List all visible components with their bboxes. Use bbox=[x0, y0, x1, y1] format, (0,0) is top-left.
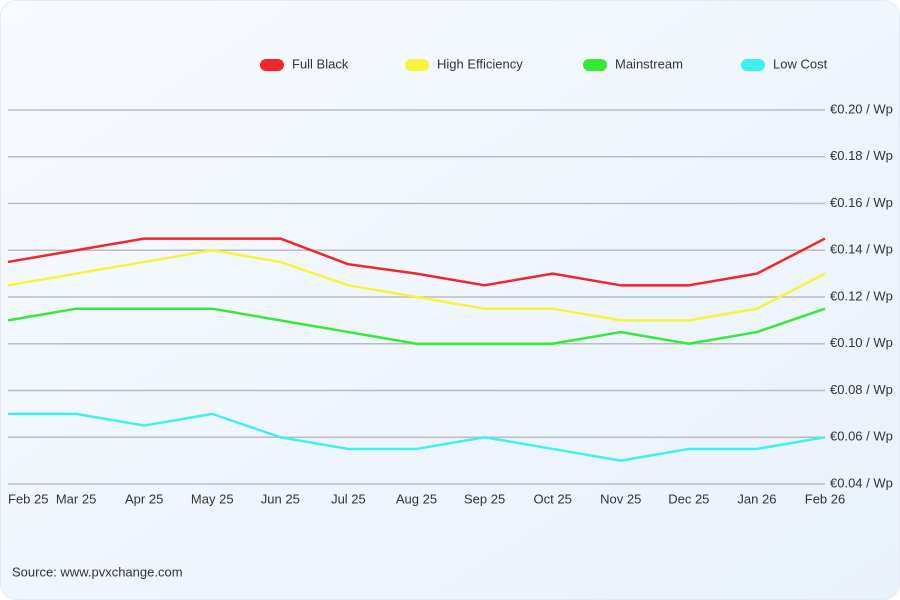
x-tick-label: May 25 bbox=[191, 491, 234, 506]
legend-swatch bbox=[741, 59, 765, 71]
x-tick-label: Jul 25 bbox=[331, 491, 366, 506]
legend-swatch bbox=[260, 59, 284, 71]
x-tick-label: Oct 25 bbox=[534, 491, 572, 506]
legend-swatch bbox=[405, 59, 429, 71]
x-tick-label: Jan 26 bbox=[737, 491, 776, 506]
y-tick-label: €0.12 / Wp bbox=[830, 288, 893, 303]
x-tick-label: Nov 25 bbox=[600, 491, 641, 506]
y-tick-label: €0.08 / Wp bbox=[830, 382, 893, 397]
legend-label: Mainstream bbox=[615, 56, 683, 71]
y-tick-label: €0.14 / Wp bbox=[830, 242, 893, 257]
series-line bbox=[8, 412, 826, 462]
x-tick-label: Aug 25 bbox=[396, 491, 437, 506]
y-tick-label: €0.06 / Wp bbox=[830, 429, 893, 444]
x-tick-label: Feb 26 bbox=[805, 491, 845, 506]
legend-swatch bbox=[583, 59, 607, 71]
y-tick-label: €0.10 / Wp bbox=[830, 335, 893, 350]
x-tick-label: Feb 25 bbox=[8, 491, 48, 506]
series-line bbox=[7, 307, 826, 345]
x-tick-label: Sep 25 bbox=[464, 491, 505, 506]
source: Source: www.pvxchange.com bbox=[12, 564, 183, 579]
y-tick-label: €0.18 / Wp bbox=[830, 148, 893, 163]
x-tick-label: Dec 25 bbox=[668, 491, 709, 506]
legend-label: High Efficiency bbox=[437, 56, 523, 71]
legend-label: Full Black bbox=[292, 56, 349, 71]
y-tick-label: €0.04 / Wp bbox=[830, 475, 893, 490]
x-tick-label: Mar 25 bbox=[56, 491, 96, 506]
y-tick-label: €0.16 / Wp bbox=[830, 195, 893, 210]
series-line bbox=[7, 237, 826, 287]
y-tick-label: €0.20 / Wp bbox=[830, 101, 893, 116]
series-line bbox=[7, 249, 826, 322]
x-tick-label: Apr 25 bbox=[125, 491, 163, 506]
x-tick-label: Jun 25 bbox=[261, 491, 300, 506]
legend-label: Low Cost bbox=[773, 56, 828, 71]
